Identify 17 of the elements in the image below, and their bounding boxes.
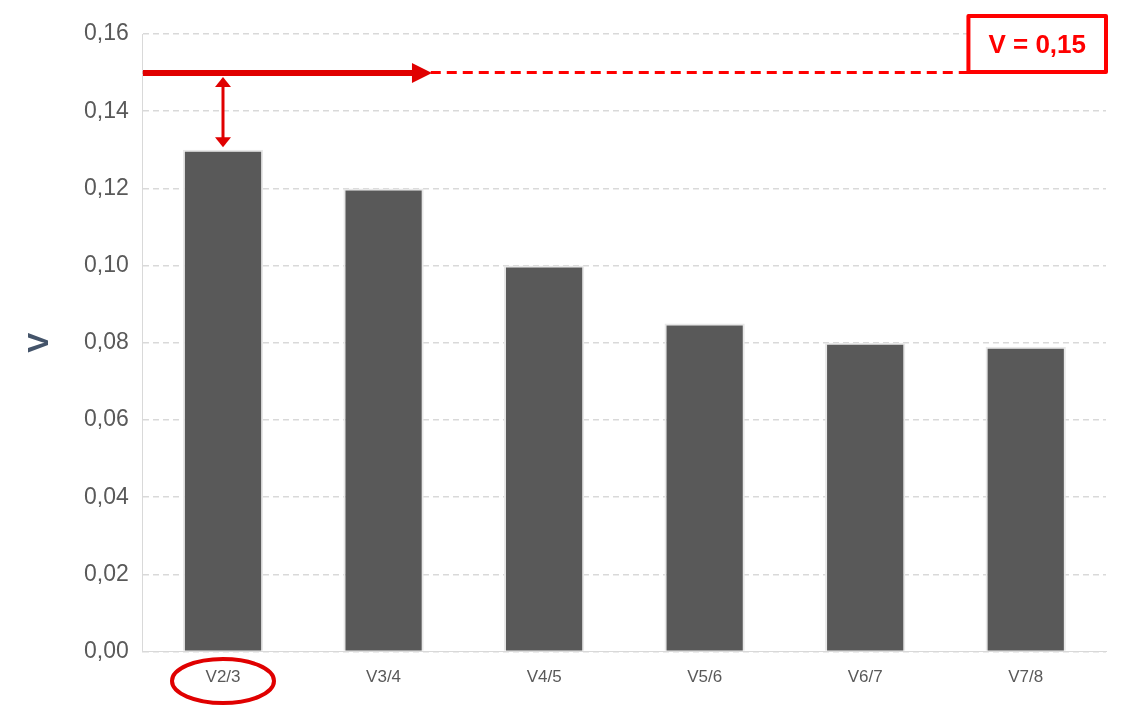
x-tick-label: V2/3 [205, 667, 241, 687]
x-tick-label: V5/6 [687, 667, 723, 687]
y-tick-label: 0,02 [84, 559, 129, 586]
x-tick-label: V6/7 [847, 667, 883, 687]
y-axis-title: V [21, 332, 55, 353]
y-tick-label: 0,10 [84, 250, 129, 277]
x-tick-label: V3/4 [366, 667, 402, 687]
y-tick-label: 0,12 [84, 173, 129, 200]
y-tick-label: 0,00 [84, 636, 129, 663]
y-tick-label: 0,06 [84, 405, 129, 432]
y-tick-label: 0,16 [84, 19, 129, 46]
y-tick-label: 0,04 [84, 482, 129, 509]
x-tick-label: V7/8 [1008, 667, 1044, 687]
x-tick-label: V4/5 [526, 667, 562, 687]
y-tick-label: 0,08 [84, 328, 129, 355]
y-tick-label: 0,14 [84, 96, 129, 123]
ref-line-label: V = 0,15 [988, 29, 1086, 60]
